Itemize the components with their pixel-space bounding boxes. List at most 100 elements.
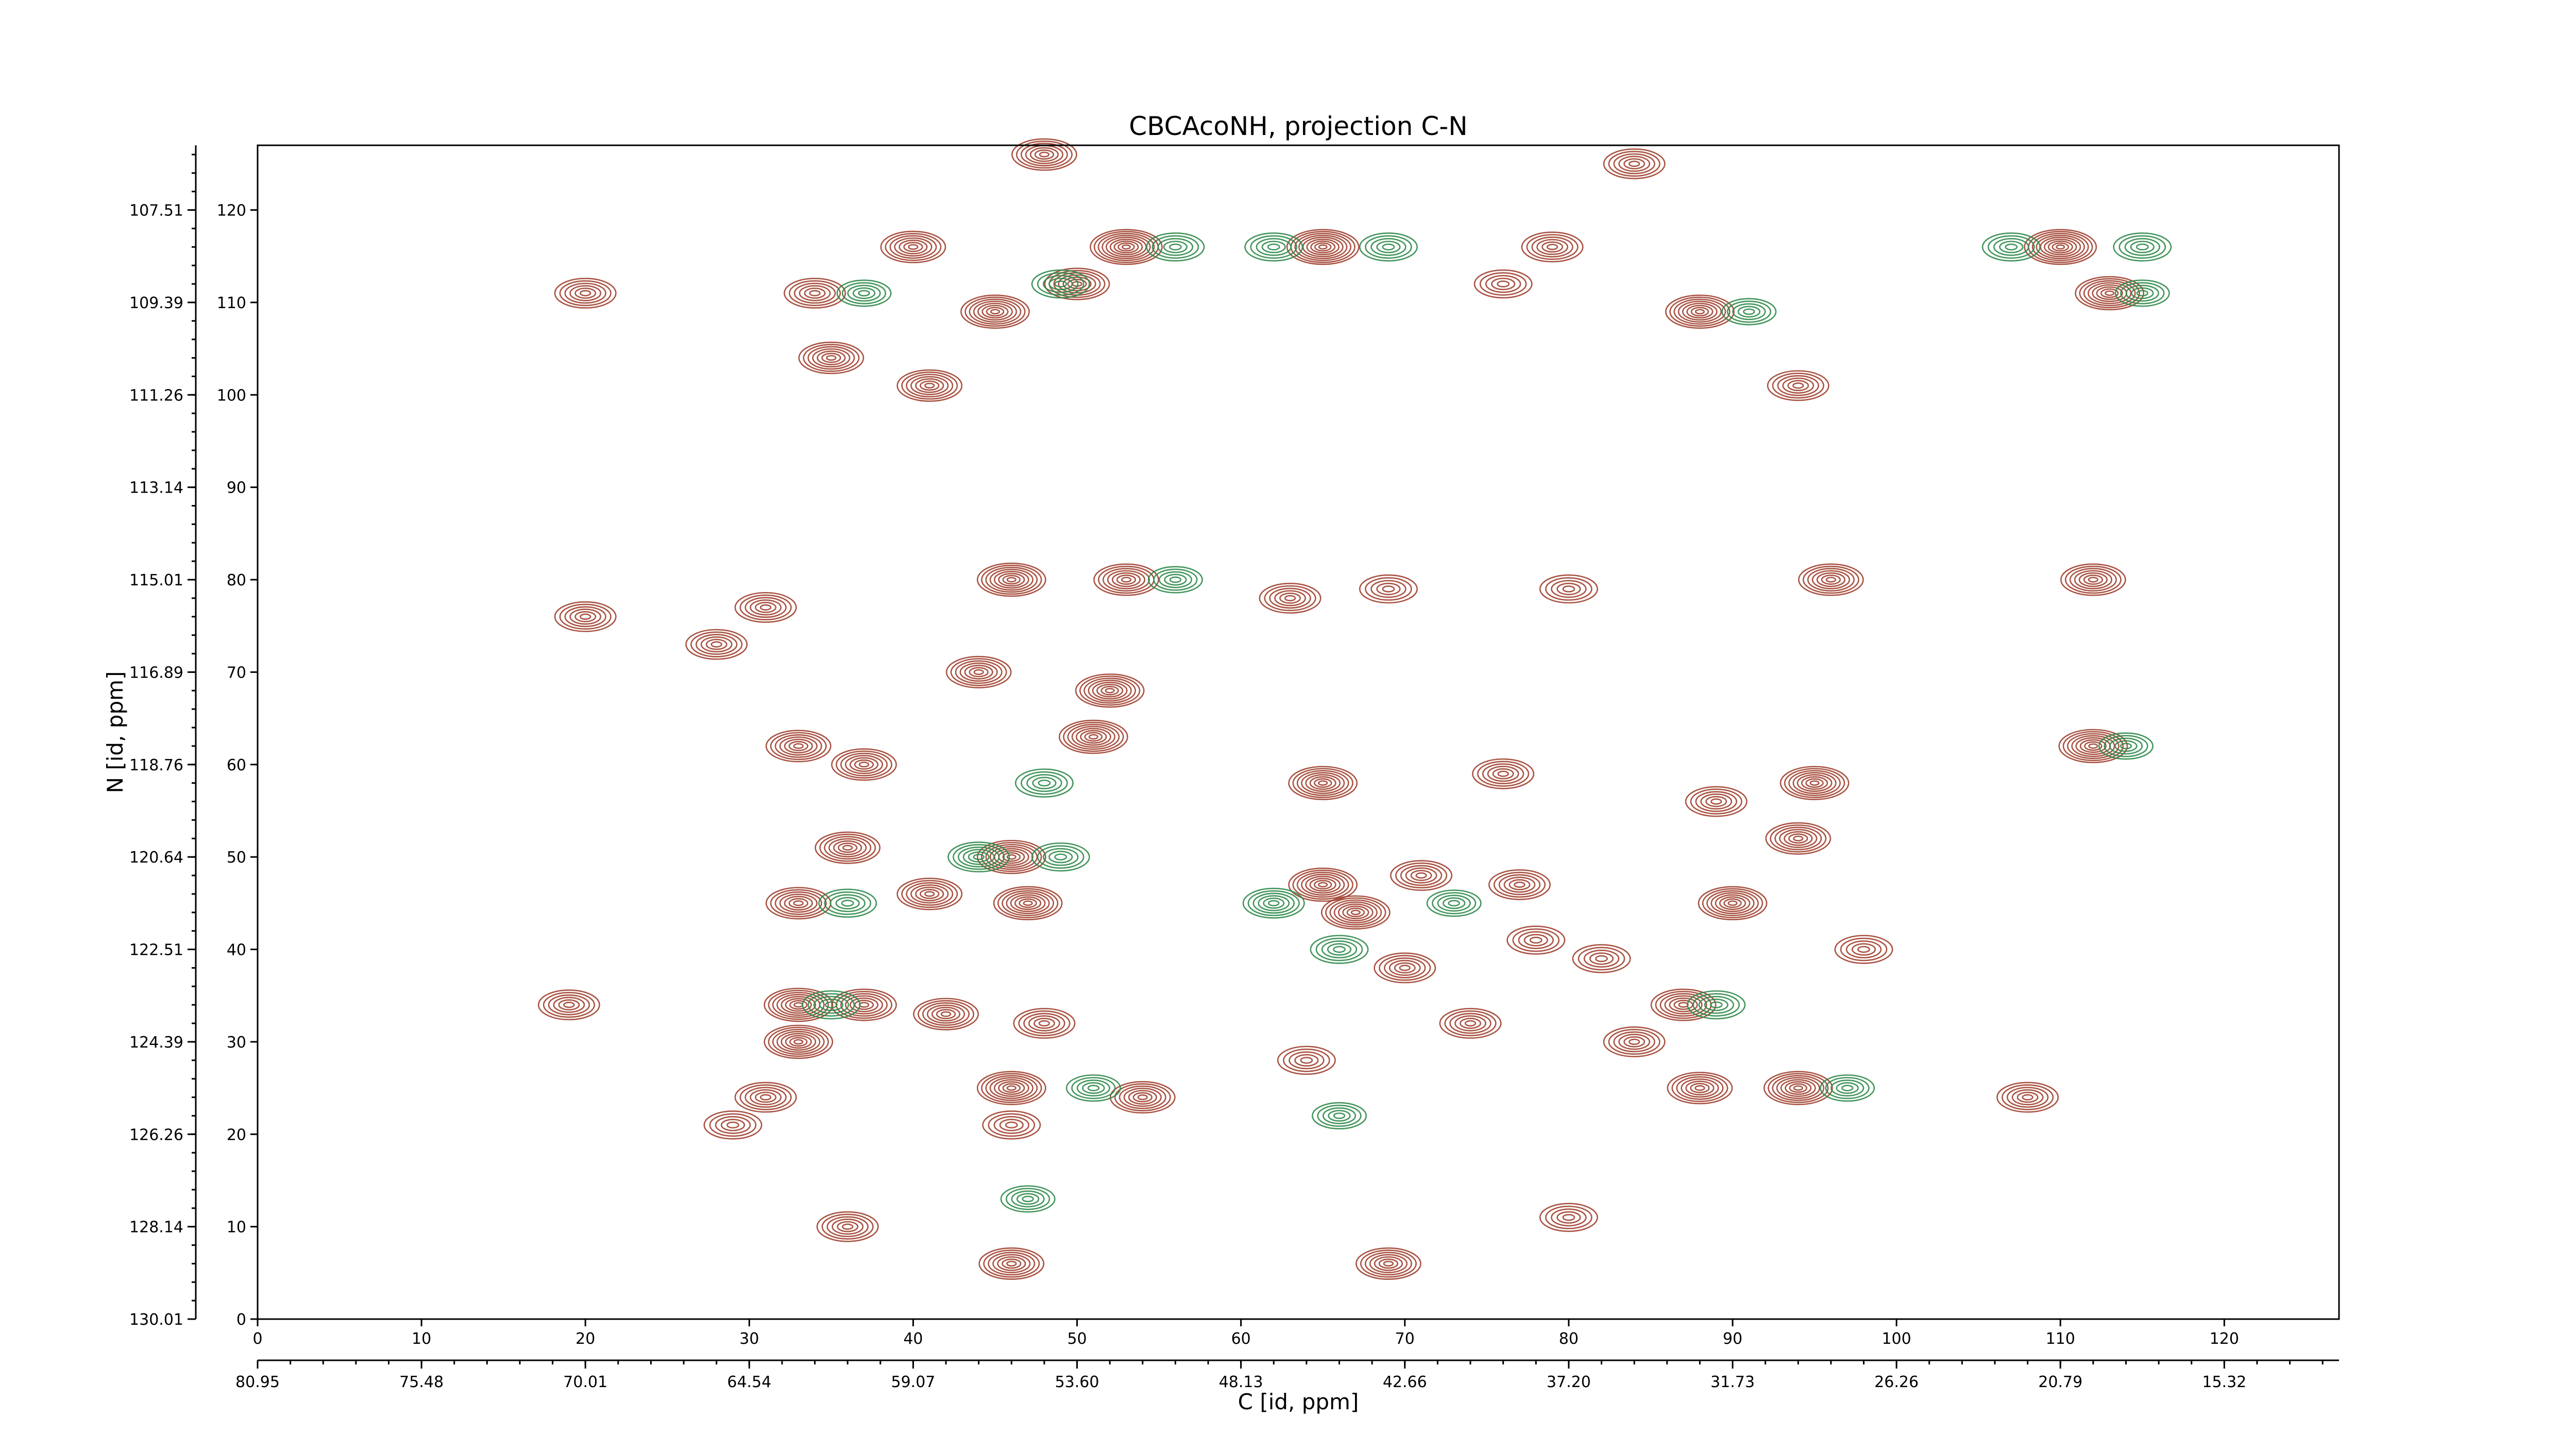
contour-level <box>997 1256 1026 1271</box>
contour-level <box>770 732 827 761</box>
contour-level <box>842 845 853 851</box>
contour-level <box>1002 890 1055 917</box>
y-ppm-tick-label: 118.76 <box>129 756 183 774</box>
contour-level <box>947 841 1010 873</box>
peak <box>1780 766 1850 800</box>
contour-level <box>1650 988 1717 1021</box>
contour-level <box>977 302 1013 321</box>
contour-level <box>1374 1256 1403 1271</box>
peak <box>798 342 865 375</box>
contour-level <box>1485 275 1521 293</box>
contour-level <box>1301 873 1345 896</box>
contour-level <box>2130 241 2155 254</box>
contour-level <box>1083 678 1137 704</box>
peak <box>1014 768 1074 798</box>
contour-level <box>1415 872 1427 879</box>
contour-level <box>833 840 862 855</box>
contour-level <box>785 1035 812 1049</box>
contour-level <box>957 846 1000 868</box>
peak <box>537 989 600 1021</box>
contour-level <box>813 996 850 1014</box>
contour-level <box>1006 854 1016 860</box>
contour-level <box>1376 582 1401 596</box>
contour-level <box>1010 894 1046 913</box>
contour-level <box>1306 239 1340 256</box>
y-index-tick-label: 110 <box>217 294 246 312</box>
contour-level <box>1005 1121 1018 1129</box>
contour-level <box>824 836 872 860</box>
peak <box>1242 887 1305 919</box>
contour-level <box>1400 865 1443 886</box>
contour-level <box>899 240 928 255</box>
contour-level <box>1719 896 1747 910</box>
contour-level <box>976 562 1046 597</box>
contour-level <box>1704 999 1728 1011</box>
contour-level <box>802 990 861 1020</box>
peak <box>1359 574 1418 604</box>
contour-level <box>1765 822 1832 855</box>
contour-level <box>1793 835 1804 841</box>
contour-level <box>1514 881 1526 888</box>
contour-level <box>1551 1208 1587 1227</box>
contour-level <box>1328 1109 1351 1122</box>
contour-level <box>1355 1247 1421 1280</box>
contour-level <box>1981 232 2041 262</box>
contour-level <box>953 844 1005 870</box>
contour-level <box>988 1252 1036 1276</box>
contour-level <box>1263 898 1285 909</box>
contour-level <box>1284 595 1296 602</box>
contour-level <box>1038 1020 1050 1027</box>
contour-level <box>734 1082 797 1113</box>
contour-level <box>1464 1020 1477 1027</box>
contour-level <box>1259 583 1321 614</box>
contour-level <box>1539 1203 1598 1232</box>
contour-level <box>696 634 738 655</box>
contour-level <box>2001 1084 2054 1110</box>
contour-level <box>1294 1054 1319 1067</box>
contour-level <box>1283 1048 1330 1072</box>
contour-level <box>1364 1252 1412 1276</box>
contour-level <box>1305 774 1341 792</box>
peak <box>1320 895 1391 930</box>
y-ppm-tick-label: 116.89 <box>129 664 183 682</box>
contour-level <box>1743 308 1755 315</box>
contour-level <box>1578 947 1625 971</box>
contour-level <box>1595 955 1608 963</box>
contour-level <box>1384 957 1426 978</box>
contour-level <box>1329 899 1382 925</box>
contour-level <box>1038 779 1051 787</box>
contour-level <box>1082 1082 1105 1094</box>
contour-level <box>1116 575 1137 585</box>
contour-level <box>973 854 985 861</box>
contour-level <box>1669 296 1731 327</box>
contour-level <box>1378 1258 1399 1269</box>
contour-level <box>1589 952 1614 965</box>
contour-level <box>1628 1038 1640 1045</box>
y-ppm-tick-label: 128.14 <box>129 1219 183 1237</box>
contour-level <box>1493 871 1546 898</box>
contour-level <box>781 1033 817 1051</box>
contour-level <box>1603 1026 1666 1057</box>
contour-level <box>788 741 808 751</box>
contour-level <box>910 884 949 904</box>
contour-level <box>1993 238 2029 256</box>
contour-level <box>1114 1083 1171 1111</box>
contour-level <box>1305 875 1341 894</box>
contour-level <box>1472 758 1535 789</box>
contour-level <box>1037 272 1084 296</box>
contour-level <box>2044 239 2077 256</box>
contour-level <box>1628 160 1640 167</box>
contour-level <box>1006 577 1016 583</box>
contour-level <box>1359 232 1418 262</box>
contour-level <box>1037 845 1084 869</box>
contour-level <box>1805 778 1824 788</box>
contour-level <box>804 288 826 299</box>
contour-level <box>1374 952 1436 984</box>
contour-level <box>1014 896 1042 910</box>
peak <box>1000 1185 1056 1213</box>
peak <box>685 629 748 660</box>
contour-level <box>858 290 870 297</box>
contour-level <box>1048 851 1073 864</box>
x-index-tick-label: 110 <box>2046 1330 2075 1348</box>
contour-level <box>837 1221 859 1233</box>
